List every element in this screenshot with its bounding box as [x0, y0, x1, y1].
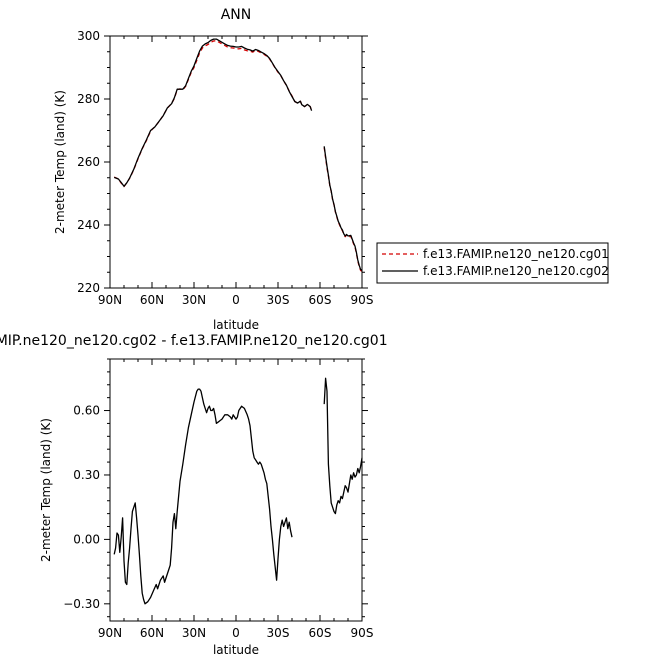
x-tick-label: 60N	[140, 293, 164, 307]
x-tick-label: 30N	[182, 626, 206, 640]
y-tick-label: 0.30	[73, 468, 100, 482]
x-tick-label: 30S	[267, 626, 290, 640]
plot-frame	[109, 35, 363, 289]
y-tick-label: −0.30	[63, 597, 100, 611]
series-layer	[113, 38, 363, 272]
x-tick-label: 90S	[351, 626, 374, 640]
x-tick-label: 90S	[351, 293, 374, 307]
difference-panel: 3.FAMIP.ne120_ne120.cg02 - f.e13.FAMIP.n…	[0, 333, 388, 657]
series-line-2-segment-1	[113, 38, 313, 187]
y-tick-label: 220	[77, 281, 100, 295]
panel-title: 3.FAMIP.ne120_ne120.cg02 - f.e13.FAMIP.n…	[0, 333, 388, 349]
x-tick-label: 0	[232, 626, 240, 640]
x-tick-label: 90N	[98, 293, 122, 307]
y-tick-label: 240	[77, 218, 100, 232]
x-axis-title: latitude	[213, 643, 259, 657]
x-tick-label: 90N	[98, 626, 122, 640]
x-tick-label: 60S	[309, 293, 332, 307]
temperature-panel: ANN 90N 60N 30N 0 30S 60S 90S 220 240 260 280 300 2…	[53, 7, 373, 332]
y-axis-title: 2-meter Temp (land) (K)	[53, 90, 67, 234]
series-line-1-segment-1	[113, 388, 293, 605]
legend-label-cg01: f.e13.FAMIP.ne120_ne120.cg01	[423, 247, 609, 261]
panel-title: ANN	[221, 7, 252, 23]
tick-layer: 90N 60N 30N 0 30S 60S 90S 220 240 260 280 300	[77, 29, 373, 307]
y-axis-title: 2-meter Temp (land) (K)	[39, 418, 53, 562]
series-line-1-segment-2	[323, 377, 363, 515]
x-tick-label: 60N	[140, 626, 164, 640]
series-layer	[113, 377, 363, 605]
y-tick-label: 280	[77, 92, 100, 106]
x-tick-label: 0	[232, 293, 240, 307]
plot-frame	[109, 358, 363, 622]
x-tick-label: 60S	[309, 626, 332, 640]
series-line-2-segment-2	[323, 146, 363, 271]
y-tick-label: 300	[77, 29, 100, 43]
y-tick-label: 0.00	[73, 532, 100, 546]
legend: f.e13.FAMIP.ne120_ne120.cg01 f.e13.FAMIP…	[376, 242, 609, 284]
legend-box	[376, 242, 609, 284]
series-line-1-segment-1	[113, 40, 313, 188]
y-tick-label: 0.60	[73, 404, 100, 418]
x-tick-label: 30N	[182, 293, 206, 307]
x-tick-label: 30S	[267, 293, 290, 307]
y-tick-label: 260	[77, 155, 100, 169]
x-axis-title: latitude	[213, 318, 259, 332]
legend-label-cg02: f.e13.FAMIP.ne120_ne120.cg02	[423, 264, 609, 278]
